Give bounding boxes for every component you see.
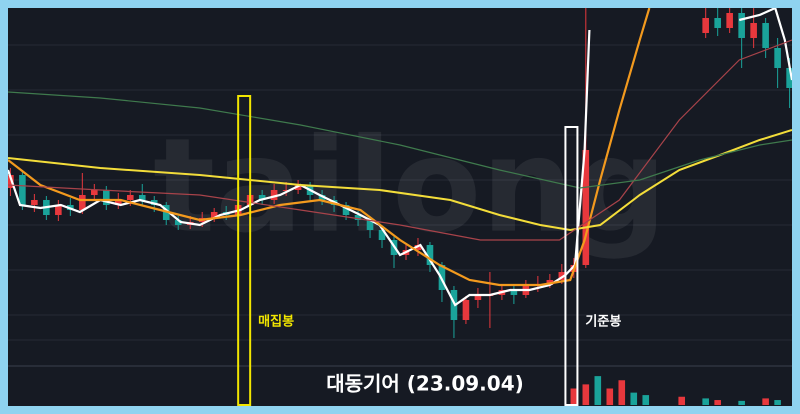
candle-body [510,290,518,295]
candle-body [426,245,434,265]
candle-body [138,195,146,200]
candle-body [750,23,757,38]
candle-body [738,13,745,38]
volume-bar [606,388,614,405]
candle-body [270,190,278,200]
candle-body [414,245,422,250]
volume-bar [774,400,781,405]
volume-bar [702,398,709,405]
moving-average-line [8,39,792,241]
candle-body [318,195,326,200]
annotation-label: 매집봉 [258,315,294,330]
candle-body [258,195,266,200]
candle-body [210,212,218,218]
candle-body [462,300,470,320]
candle-body [474,295,482,300]
volume-bar [582,384,590,405]
candle-body [79,195,86,210]
candle-body [114,200,122,205]
candle-body [103,190,110,205]
candle-body [31,200,38,205]
candle-body [762,23,769,48]
candle-body [702,18,709,33]
candle-body [91,190,98,195]
moving-average-line [8,91,792,189]
volume-bar [594,376,602,405]
highlight-box [564,126,579,406]
moving-average-line [8,8,651,287]
candle-body [294,185,302,190]
candle-body [726,13,733,28]
candle-body [714,18,721,28]
volume-bar [738,400,745,405]
candle-body [174,220,182,225]
volume-bar [618,380,626,405]
grid [8,44,792,367]
plot-area [8,8,792,405]
candle-body [366,220,374,230]
candle-body [19,175,26,205]
highlight-box [237,95,252,406]
volume-bar [642,395,650,405]
volume-bar [570,388,578,405]
volume-bar [762,398,769,405]
volume-bar [714,400,721,405]
candle-body [774,48,781,68]
candle-body [342,205,350,215]
candle-body [126,195,134,200]
candle-body [786,68,792,88]
chart-title: 대동기어 (23.09.04) [326,372,524,396]
volume-bar [678,396,686,405]
watermark: tailong [153,110,667,262]
moving-average-line [8,8,792,307]
moving-average-line [8,129,792,232]
candle-body [378,230,386,240]
candle-body [558,272,566,280]
candle-body [582,150,590,265]
candle-body [354,215,362,220]
candle-body [282,190,290,191]
annotation-label: 기준봉 [585,315,621,330]
candle-body [55,205,62,215]
volume-bar [630,392,638,405]
